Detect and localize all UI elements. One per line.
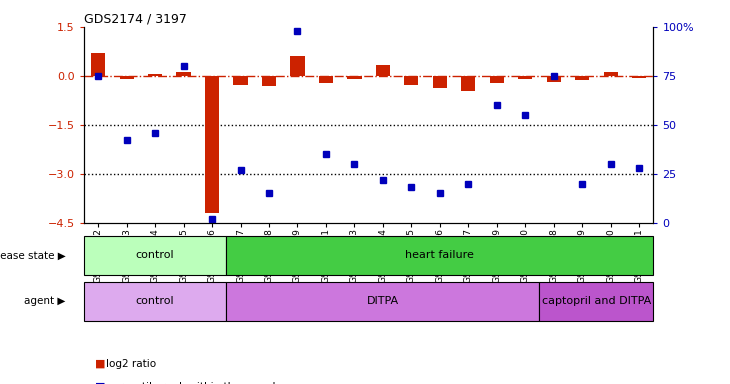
Text: ■: ■ — [95, 359, 105, 369]
Bar — [433, 76, 447, 88]
Bar — [148, 74, 162, 76]
Bar — [490, 76, 504, 83]
Text: heart failure: heart failure — [405, 250, 474, 260]
Text: ■: ■ — [95, 382, 105, 384]
Text: log2 ratio: log2 ratio — [106, 359, 156, 369]
Bar — [91, 53, 105, 76]
Text: DITPA: DITPA — [366, 296, 399, 306]
Text: control: control — [136, 250, 174, 260]
Bar — [547, 76, 561, 82]
Bar — [319, 76, 333, 83]
Bar — [120, 76, 134, 79]
Bar — [604, 72, 618, 76]
Text: GDS2174 / 3197: GDS2174 / 3197 — [84, 13, 187, 26]
Bar — [539, 282, 653, 321]
Bar — [226, 236, 653, 275]
Bar — [376, 65, 390, 76]
Bar — [84, 282, 226, 321]
Bar — [575, 76, 589, 80]
Text: captopril and DITPA: captopril and DITPA — [542, 296, 651, 306]
Text: percentile rank within the sample: percentile rank within the sample — [106, 382, 282, 384]
Bar — [205, 76, 219, 213]
Text: control: control — [136, 296, 174, 306]
Bar — [177, 72, 191, 76]
Bar — [518, 76, 532, 79]
Text: disease state ▶: disease state ▶ — [0, 250, 66, 260]
Bar — [226, 282, 539, 321]
Bar — [632, 76, 646, 78]
Bar — [404, 76, 418, 85]
Bar — [291, 56, 304, 76]
Bar — [461, 76, 475, 91]
Bar — [84, 236, 226, 275]
Bar — [262, 76, 276, 86]
Bar — [234, 76, 247, 85]
Text: agent ▶: agent ▶ — [24, 296, 66, 306]
Bar — [347, 76, 361, 79]
